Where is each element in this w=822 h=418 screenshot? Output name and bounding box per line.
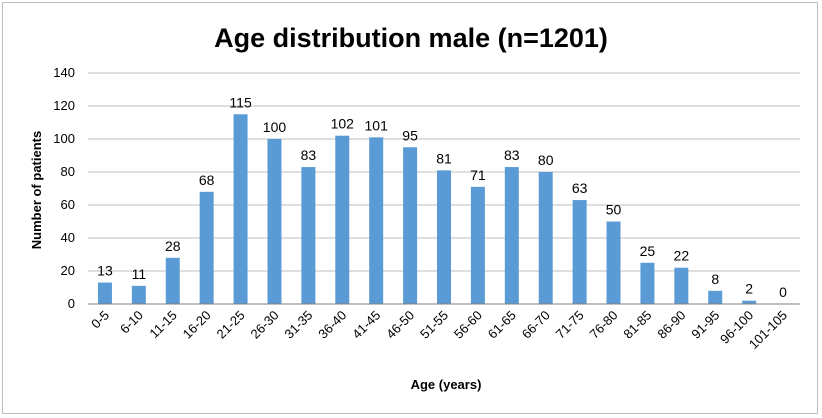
bar (504, 167, 519, 304)
y-tick-label: 120 (53, 98, 75, 113)
bar (640, 262, 655, 304)
bar (301, 167, 316, 304)
x-tick-label: 56-60 (451, 308, 485, 342)
data-label: 25 (640, 243, 656, 259)
bar (674, 267, 689, 304)
bar (233, 114, 248, 304)
bar (97, 282, 112, 304)
x-tick-label: 86-90 (654, 308, 688, 342)
bar (403, 147, 418, 304)
bar (606, 221, 621, 304)
data-label: 81 (436, 150, 452, 166)
x-tick-label: 16-20 (180, 308, 214, 342)
x-tick-label: 11-15 (146, 308, 179, 341)
data-label: 28 (165, 238, 181, 254)
x-tick-label: 51-55 (417, 308, 451, 342)
y-tick-label: 40 (61, 230, 75, 245)
bar (199, 191, 214, 304)
bar (165, 257, 180, 304)
y-tick-label: 140 (53, 65, 75, 80)
x-tick-label: 26-30 (247, 308, 281, 342)
data-label: 0 (779, 284, 787, 300)
data-label: 22 (674, 248, 690, 264)
x-tick-label: 66-70 (519, 308, 553, 342)
y-tick-label: 60 (61, 197, 75, 212)
data-label: 71 (470, 167, 486, 183)
x-tick-label: 61-65 (485, 308, 519, 342)
y-tick-label: 80 (61, 164, 75, 179)
y-axis-label: Number of patients (29, 131, 44, 249)
x-tick-label: 0-5 (88, 308, 112, 332)
x-tick-label: 76-80 (587, 308, 621, 342)
bar (470, 186, 485, 304)
y-tick-label: 0 (68, 296, 75, 311)
data-label: 63 (572, 180, 588, 196)
x-axis-ticks: 0-5 6-10 11-15 16-20 21-25 26-30 31-35 36-40 41-… (88, 308, 790, 352)
bar (267, 139, 282, 304)
data-label: 102 (331, 116, 355, 132)
x-tick-label: 101-105 (746, 308, 790, 352)
y-tick-label: 20 (61, 263, 75, 278)
x-tick-label: 31-35 (281, 308, 315, 342)
bar (742, 300, 757, 304)
x-tick-label: 71-75 (553, 308, 587, 342)
data-label: 100 (263, 119, 287, 135)
x-tick-label: 46-50 (383, 308, 417, 342)
bars (97, 114, 757, 304)
data-label: 68 (199, 172, 215, 188)
data-label: 50 (606, 202, 622, 218)
data-label: 2 (745, 281, 753, 297)
data-label: 11 (132, 266, 147, 282)
data-label: 95 (402, 127, 418, 143)
bar (572, 200, 587, 304)
bar (708, 290, 723, 304)
x-axis-label: Age (years) (411, 377, 482, 392)
data-label: 13 (97, 263, 113, 279)
x-tick-label: 81-85 (620, 308, 654, 342)
y-axis-ticks: 0 20 40 60 80 100 120 140 (53, 65, 75, 311)
bar (437, 170, 451, 304)
x-tick-label: 41-45 (349, 308, 383, 342)
x-tick-label: 36-40 (315, 308, 349, 342)
bar (335, 135, 350, 304)
y-tick-label: 100 (53, 131, 75, 146)
data-label: 8 (711, 271, 719, 287)
bar (538, 172, 553, 304)
x-tick-label: 6-10 (117, 308, 146, 337)
data-label: 101 (365, 117, 389, 133)
data-label: 80 (538, 152, 554, 168)
data-label: 115 (229, 94, 252, 110)
data-label: 83 (504, 147, 520, 163)
bar (369, 137, 384, 304)
x-tick-label: 21-25 (214, 308, 248, 342)
bar (131, 285, 146, 304)
data-label: 83 (301, 147, 317, 163)
chart-title: Age distribution male (n=1201) (214, 23, 608, 53)
